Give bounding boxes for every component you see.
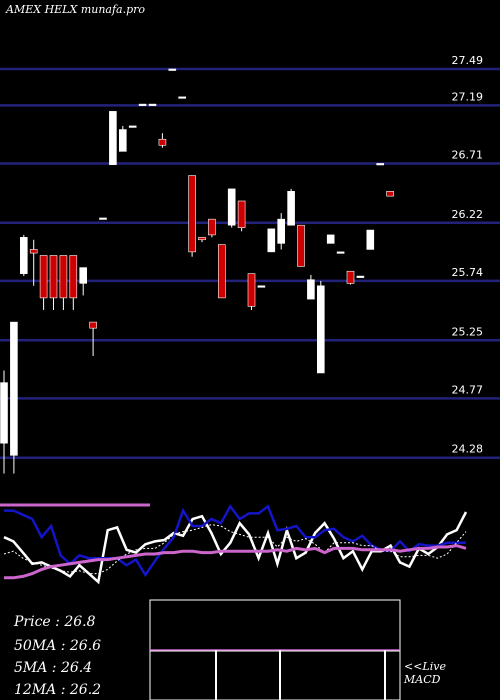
candle-body-6	[59, 255, 68, 299]
candle-body-28	[277, 218, 286, 244]
candle-body-25	[247, 273, 256, 307]
tick-label-7: 24.28	[452, 443, 484, 456]
tick-label-1: 27.19	[452, 90, 484, 103]
live-label: <<Live	[404, 660, 446, 673]
candle-body-10	[99, 217, 107, 220]
candle-body-33	[326, 234, 335, 244]
candle-body-14	[138, 103, 147, 106]
macd-panel	[149, 599, 401, 700]
candle-body-38	[376, 163, 385, 166]
ma-line-3	[4, 544, 467, 580]
tick-label-5: 25.25	[452, 325, 484, 338]
candle-body-2	[19, 237, 28, 274]
price-gridlines	[0, 67, 500, 459]
candle-body-15	[148, 103, 157, 106]
ma5-readout: 5MA : 26.4	[14, 660, 93, 676]
candle-body-29	[287, 191, 295, 226]
tick-label-6: 24.77	[452, 383, 484, 396]
candle-body-22	[218, 244, 226, 299]
moving-average-panel	[0, 503, 468, 585]
candle-body-30	[297, 224, 305, 267]
candle-body-13	[128, 125, 137, 128]
chart-title: AMEX HELX munafa.pro	[6, 3, 146, 16]
ma-line-0	[3, 511, 468, 585]
price-tick-labels: 27.49 27.19 26.71 26.22 25.74 25.25 24.77 24.28	[452, 54, 484, 456]
tick-label-0: 27.49	[452, 54, 484, 67]
candle-body-23	[227, 188, 236, 226]
tick-label-3: 26.22	[452, 208, 484, 221]
candle-body-34	[336, 251, 345, 254]
candle-body-20	[198, 237, 206, 241]
candle-body-4	[39, 255, 48, 299]
candle-body-11	[109, 111, 117, 165]
candle-body-3	[29, 249, 38, 254]
price-readout: Price : 26.8	[14, 614, 96, 630]
candle-body-18	[178, 96, 186, 99]
candle-body-21	[208, 218, 216, 236]
candle-body-12	[119, 129, 127, 152]
candle-body-8	[79, 267, 87, 284]
candle-body-9	[89, 321, 97, 329]
ma12-readout: 12MA : 26.2	[14, 682, 102, 698]
candle-body-31	[307, 279, 315, 300]
candle-body-7	[69, 255, 78, 299]
candlesticks	[0, 68, 394, 474]
candle-body-24	[237, 200, 246, 228]
tick-label-2: 26.71	[452, 148, 484, 161]
candle-body-5	[49, 255, 58, 299]
candle-body-27	[267, 228, 276, 253]
ma50-readout: 50MA : 26.6	[14, 638, 102, 654]
candle-body-19	[188, 175, 196, 253]
candle-body-37	[366, 229, 375, 250]
candle-body-39	[386, 191, 394, 197]
candle-body-1	[10, 321, 18, 456]
macd-label: MACD	[404, 673, 441, 686]
candle-body-35	[346, 270, 355, 284]
candle-body-36	[356, 275, 365, 278]
candle-body-17	[168, 68, 177, 71]
tick-label-4: 25.74	[452, 266, 484, 279]
candle-body-16	[158, 138, 167, 146]
candle-body-0	[0, 382, 8, 444]
candle-body-26	[257, 285, 266, 288]
candle-body-32	[316, 285, 325, 374]
